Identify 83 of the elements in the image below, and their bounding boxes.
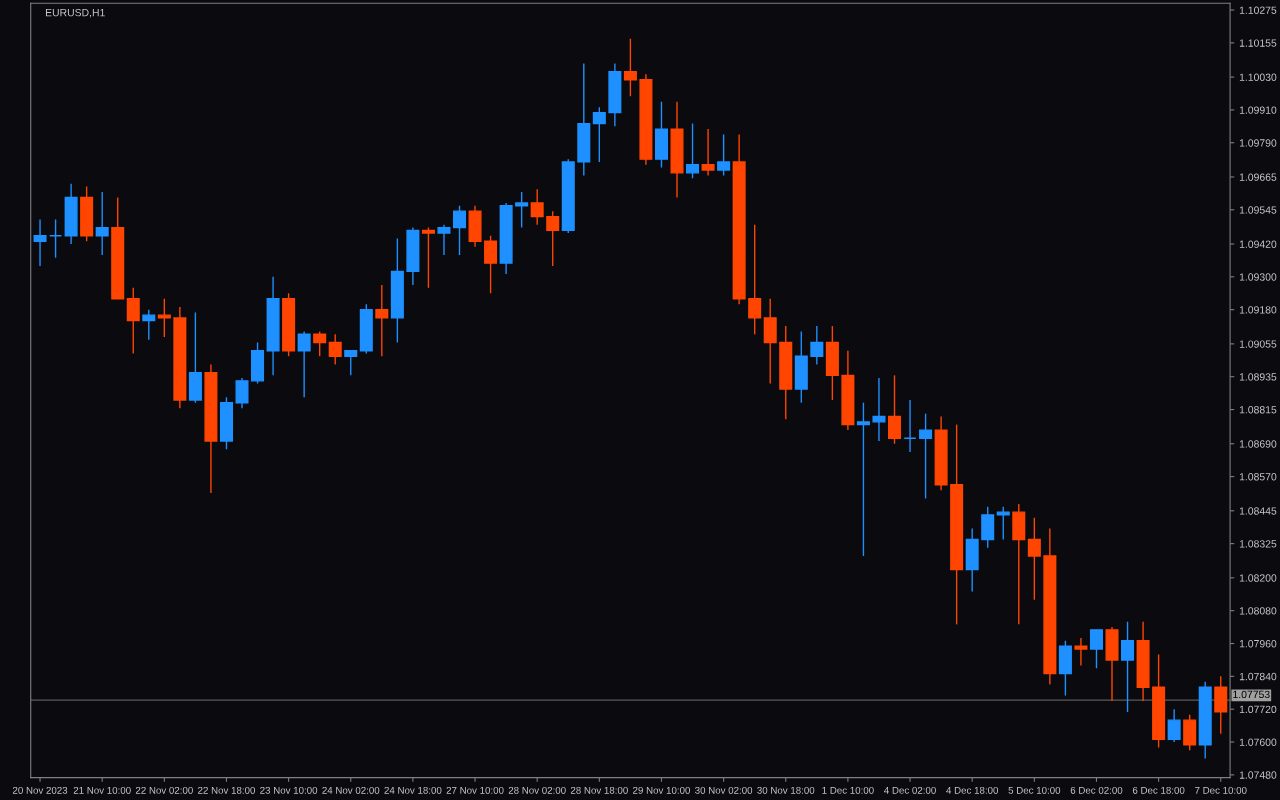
x-tick-label: 7 Dec 10:00 [1195, 786, 1247, 794]
y-tick-label: 1.09180 [1239, 306, 1277, 314]
y-tick-label: 1.09910 [1239, 106, 1277, 114]
candlestick [748, 224, 762, 335]
x-tick-label: 27 Nov 10:00 [446, 786, 504, 794]
candlestick [1089, 629, 1103, 669]
y-tick-label: 1.07960 [1239, 640, 1277, 648]
x-tick-label: 22 Nov 18:00 [198, 786, 256, 794]
x-tick-label: 30 Nov 02:00 [695, 786, 753, 794]
candlestick [872, 377, 886, 442]
y-tick-label: 1.10030 [1239, 73, 1277, 81]
y-tick-label: 1.07480 [1239, 771, 1277, 779]
y-tick-label: 1.08935 [1239, 373, 1277, 381]
candlestick [33, 218, 47, 267]
candlestick [856, 402, 870, 557]
x-tick-label: 22 Nov 02:00 [135, 786, 193, 794]
candlestick [623, 38, 637, 97]
candlestick [919, 412, 933, 500]
y-tick-label: 1.08815 [1239, 406, 1277, 414]
candlestick [996, 506, 1010, 541]
candlestick [887, 374, 902, 445]
candlestick [717, 133, 731, 177]
x-tick-label: 5 Dec 10:00 [1008, 786, 1061, 794]
y-tick-label: 1.09420 [1239, 240, 1277, 248]
candlestick [375, 284, 389, 357]
ref-line-label: 1.07753 [1233, 690, 1270, 699]
candlestick [126, 287, 140, 355]
candlestick [515, 191, 529, 229]
x-tick-label: 20 Nov 2023 [12, 786, 68, 794]
x-tick-label: 1 Dec 10:00 [822, 786, 874, 794]
candlestick [297, 330, 311, 398]
x-tick-label: 28 Nov 18:00 [570, 786, 628, 794]
candlestick [157, 298, 171, 338]
candlestick [484, 235, 498, 294]
candlestick [592, 106, 606, 163]
x-tick-label: 23 Nov 10:00 [260, 786, 318, 794]
x-tick-label: 4 Dec 18:00 [946, 786, 999, 794]
x-tick-label: 6 Dec 18:00 [1132, 786, 1185, 794]
candlestick [1167, 708, 1181, 743]
x-tick-label: 28 Nov 02:00 [508, 786, 566, 794]
y-tick-label: 1.07600 [1239, 738, 1277, 746]
candlestick [530, 188, 544, 226]
candlestick [235, 377, 249, 409]
y-tick-label: 1.10155 [1239, 39, 1277, 47]
candlestick [1121, 620, 1135, 713]
candlestick [903, 399, 917, 453]
candlestick [142, 308, 156, 341]
candlestick [328, 333, 342, 366]
candlestick [1027, 516, 1041, 601]
y-tick-label: 1.09665 [1239, 173, 1277, 181]
candlestick [437, 224, 451, 256]
candlestick [686, 122, 700, 180]
x-tick-label: 24 Nov 18:00 [384, 786, 442, 794]
y-tick-label: 1.10275 [1239, 6, 1277, 14]
candlestick [421, 226, 435, 289]
y-tick-label: 1.08570 [1239, 473, 1277, 481]
y-tick-label: 1.08080 [1239, 607, 1277, 615]
candlestick [810, 325, 824, 366]
candlestick [546, 210, 560, 267]
candlestick [344, 350, 358, 377]
y-tick-label: 1.08690 [1239, 440, 1277, 448]
y-tick-label: 1.09055 [1239, 340, 1277, 348]
y-tick-label: 1.09545 [1239, 206, 1277, 214]
candlestick [452, 204, 467, 256]
y-tick-label: 1.09300 [1239, 273, 1277, 281]
candlestick [701, 128, 715, 177]
y-tick-label: 1.09790 [1239, 139, 1277, 147]
y-tick-label: 1.08445 [1239, 507, 1277, 515]
x-tick-label: 29 Nov 10:00 [633, 786, 691, 794]
candlestick [49, 218, 63, 259]
y-tick-label: 1.08200 [1239, 574, 1277, 582]
chart-title: EURUSD,H1 [45, 8, 105, 18]
candlestick [1074, 637, 1088, 667]
y-tick-label: 1.07840 [1239, 672, 1277, 681]
x-tick-label: 6 Dec 02:00 [1070, 786, 1123, 794]
x-tick-label: 4 Dec 02:00 [884, 786, 936, 794]
candlestick [95, 191, 109, 256]
x-tick-label: 30 Nov 18:00 [757, 786, 815, 794]
y-tick-label: 1.07720 [1239, 705, 1277, 714]
x-tick-label: 24 Nov 02:00 [322, 786, 380, 794]
x-tick-label: 21 Nov 10:00 [73, 786, 131, 794]
y-tick-label: 1.08325 [1239, 540, 1277, 548]
candlestick [313, 330, 327, 357]
